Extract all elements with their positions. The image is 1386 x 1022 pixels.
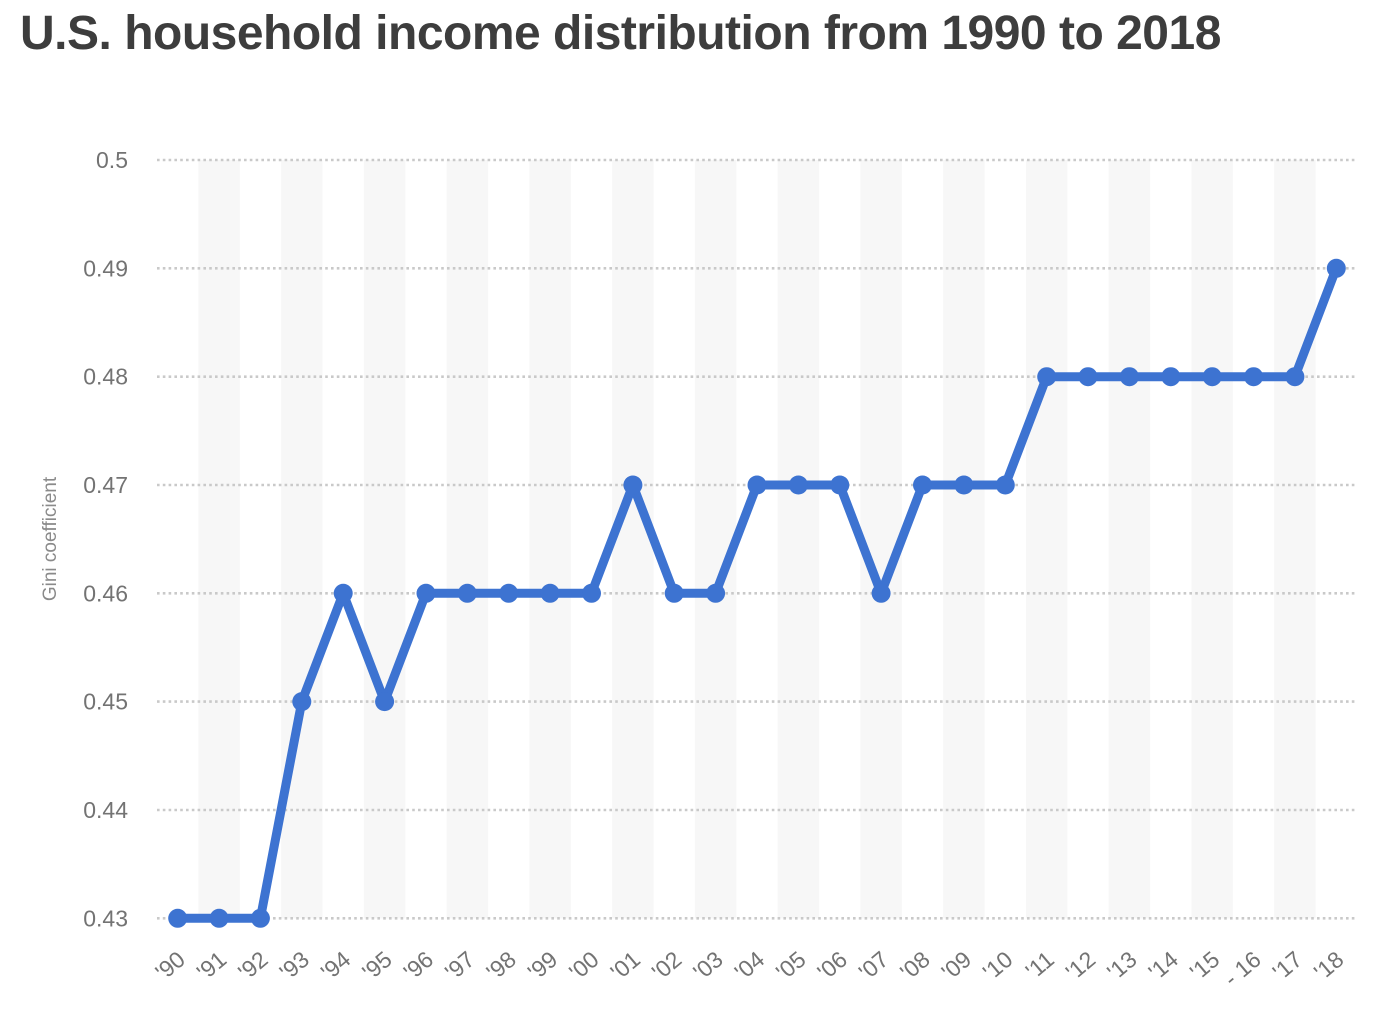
x-tick-label: '93	[274, 946, 314, 985]
data-point[interactable]	[375, 692, 395, 712]
x-tick-label: '12	[1061, 946, 1101, 985]
data-point[interactable]	[1119, 367, 1139, 387]
data-point[interactable]	[1285, 367, 1305, 387]
data-point[interactable]	[788, 475, 808, 495]
data-point[interactable]	[540, 583, 560, 603]
x-tick-label: '14	[1143, 946, 1183, 985]
x-tick-label: '95	[357, 946, 397, 985]
column-stripe	[446, 160, 489, 919]
data-point[interactable]	[1326, 258, 1346, 278]
y-tick-label: 0.43	[83, 905, 128, 931]
data-point[interactable]	[292, 692, 312, 712]
x-tick-label: '99	[523, 946, 563, 985]
data-point[interactable]	[954, 475, 974, 495]
x-tick-label: '11	[1020, 946, 1058, 984]
x-tick-label: '97	[440, 946, 480, 985]
data-point[interactable]	[168, 908, 188, 928]
x-tick-label: '04	[730, 946, 770, 985]
y-axis-title: Gini coefficient	[40, 476, 61, 601]
data-point[interactable]	[209, 908, 229, 928]
column-stripe	[1026, 160, 1068, 919]
data-point[interactable]	[250, 908, 270, 928]
x-tick-label: '96	[398, 946, 438, 985]
data-point[interactable]	[1244, 367, 1264, 387]
x-tick-label: '03	[688, 946, 728, 985]
x-tick-label: '01	[605, 946, 645, 985]
data-point[interactable]	[747, 475, 767, 495]
x-tick-label: '90	[150, 946, 190, 985]
column-stripe	[198, 160, 240, 919]
x-tick-label: '08	[895, 946, 935, 985]
data-point[interactable]	[623, 475, 643, 495]
y-tick-label: 0.45	[83, 689, 128, 715]
data-point[interactable]	[995, 475, 1015, 495]
data-point[interactable]	[416, 583, 436, 603]
data-point[interactable]	[457, 583, 477, 603]
column-stripe	[1274, 160, 1316, 919]
data-point[interactable]	[1078, 367, 1098, 387]
data-point[interactable]	[1037, 367, 1057, 387]
column-stripe	[612, 160, 654, 919]
data-point[interactable]	[830, 475, 850, 495]
y-tick-label: 0.44	[83, 797, 128, 823]
x-tick-label: - 16	[1219, 946, 1266, 991]
column-stripe	[943, 160, 985, 919]
chart-title: U.S. household income distribution from …	[20, 7, 1221, 60]
column-stripe	[860, 160, 902, 919]
x-tick-label: '91	[192, 946, 232, 985]
x-tick-label: '07	[854, 946, 894, 985]
data-point[interactable]	[871, 583, 891, 603]
y-tick-label: 0.5	[96, 147, 128, 173]
x-tick-label: '17	[1267, 946, 1307, 985]
x-tick-label: '05	[771, 946, 811, 985]
data-point[interactable]	[913, 475, 932, 495]
x-tick-label: '92	[233, 946, 273, 985]
x-tick-label: '15	[1185, 946, 1225, 985]
data-point[interactable]	[333, 583, 353, 603]
data-point[interactable]	[1202, 367, 1222, 387]
x-tick-label: '94	[316, 946, 356, 985]
y-tick-label: 0.49	[83, 255, 128, 281]
column-stripe	[777, 160, 820, 919]
x-tick-label: '18	[1309, 946, 1349, 985]
x-tick-label: '06	[812, 946, 852, 985]
column-stripe	[529, 160, 571, 919]
data-point[interactable]	[664, 583, 684, 603]
column-stripe	[281, 160, 323, 919]
y-tick-label: 0.47	[83, 472, 128, 498]
x-tick-label: '00	[564, 946, 604, 985]
data-point[interactable]	[706, 583, 726, 603]
x-tick-label: '10	[978, 946, 1018, 985]
column-stripe	[363, 160, 406, 919]
column-stripe	[1191, 160, 1233, 919]
x-tick-label: '02	[647, 946, 687, 985]
column-stripe	[694, 160, 737, 919]
column-stripe	[1108, 160, 1151, 919]
y-tick-label: 0.48	[83, 364, 128, 390]
x-tick-label: '09	[936, 946, 976, 985]
data-point[interactable]	[499, 583, 519, 603]
y-tick-label: 0.46	[83, 580, 128, 606]
x-tick-label: '98	[481, 946, 521, 985]
data-point[interactable]	[582, 583, 601, 603]
x-tick-label: '13	[1102, 946, 1142, 985]
data-point[interactable]	[1161, 367, 1181, 387]
